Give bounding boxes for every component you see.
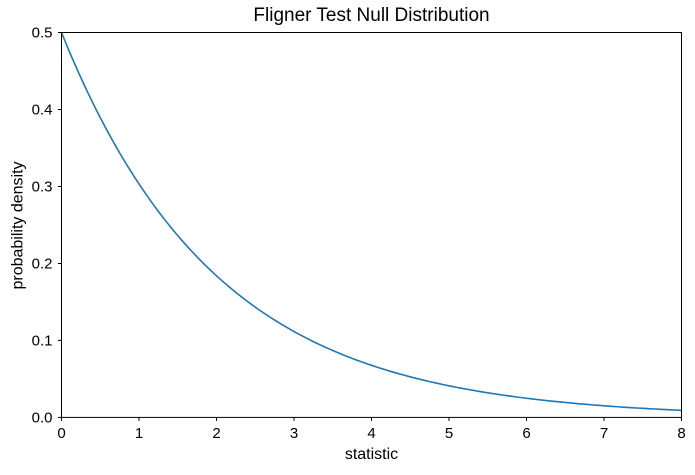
svg-text:0.1: 0.1: [32, 333, 53, 350]
svg-text:5: 5: [445, 425, 453, 442]
svg-text:4: 4: [367, 425, 375, 442]
svg-text:0.2: 0.2: [32, 256, 53, 273]
svg-text:0: 0: [57, 425, 65, 442]
svg-text:0.3: 0.3: [32, 179, 53, 196]
svg-text:8: 8: [677, 425, 685, 442]
svg-text:0.4: 0.4: [32, 102, 53, 119]
svg-text:3: 3: [290, 425, 298, 442]
svg-text:probability density: probability density: [10, 161, 27, 289]
svg-text:1: 1: [135, 425, 143, 442]
svg-text:2: 2: [212, 425, 220, 442]
svg-text:0.5: 0.5: [32, 25, 53, 42]
svg-text:6: 6: [522, 425, 530, 442]
svg-text:Fligner Test Null Distribution: Fligner Test Null Distribution: [253, 5, 489, 26]
svg-text:statistic: statistic: [345, 446, 398, 463]
svg-text:0.0: 0.0: [32, 410, 53, 427]
svg-text:7: 7: [600, 425, 608, 442]
